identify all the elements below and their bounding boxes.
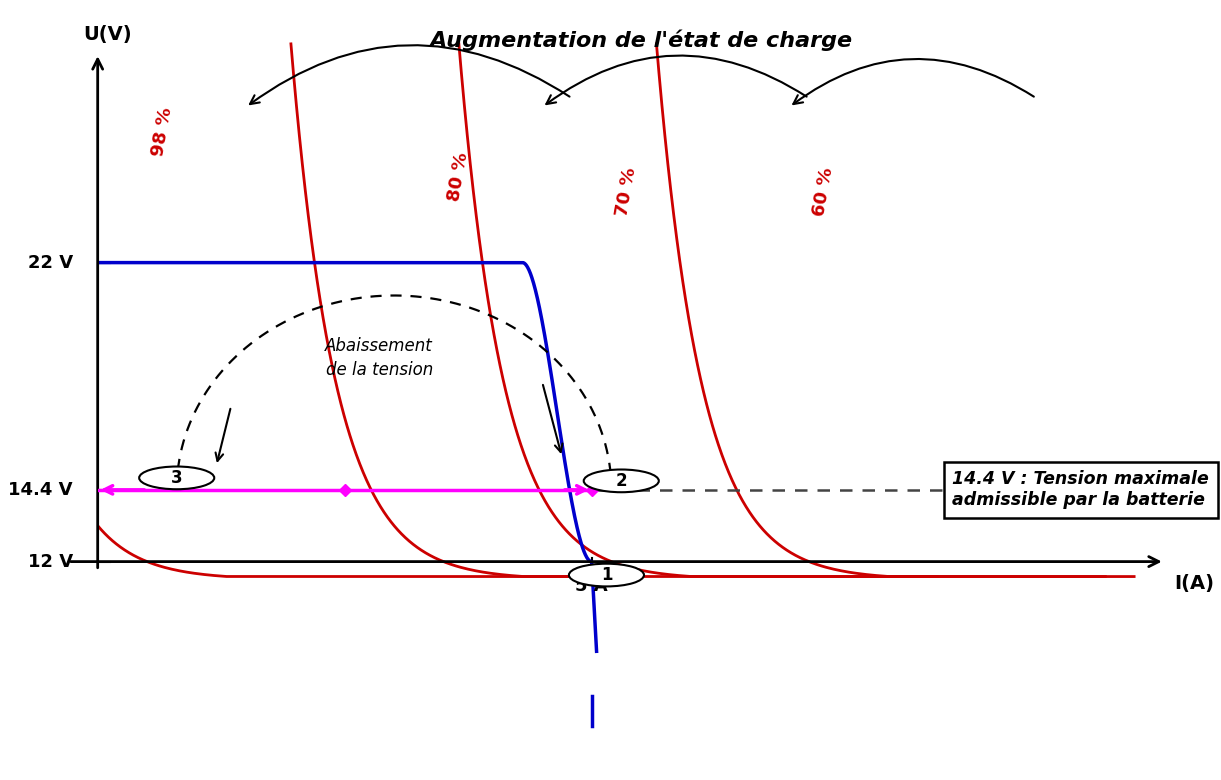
Text: 60 %: 60 %	[811, 166, 836, 218]
Text: 98 %: 98 %	[149, 106, 175, 158]
Text: 5 A: 5 A	[575, 576, 608, 594]
Text: I(A): I(A)	[1175, 573, 1215, 593]
Circle shape	[569, 564, 643, 587]
Circle shape	[139, 466, 214, 489]
Text: 70 %: 70 %	[613, 166, 640, 218]
Text: 22 V: 22 V	[28, 254, 73, 271]
Text: 80 %: 80 %	[446, 151, 471, 203]
Text: 3: 3	[171, 469, 182, 487]
Text: 1: 1	[601, 566, 612, 584]
Text: Augmentation de l'état de charge: Augmentation de l'état de charge	[430, 30, 852, 51]
Text: 14.4 V: 14.4 V	[9, 480, 73, 499]
Circle shape	[584, 470, 659, 492]
Text: U(V): U(V)	[83, 25, 132, 44]
Text: 14.4 V : Tension maximale
admissible par la batterie: 14.4 V : Tension maximale admissible par…	[952, 470, 1209, 509]
Text: 2: 2	[615, 472, 628, 490]
Text: Abaissement
de la tension: Abaissement de la tension	[325, 338, 433, 379]
Text: 12 V: 12 V	[28, 552, 73, 571]
